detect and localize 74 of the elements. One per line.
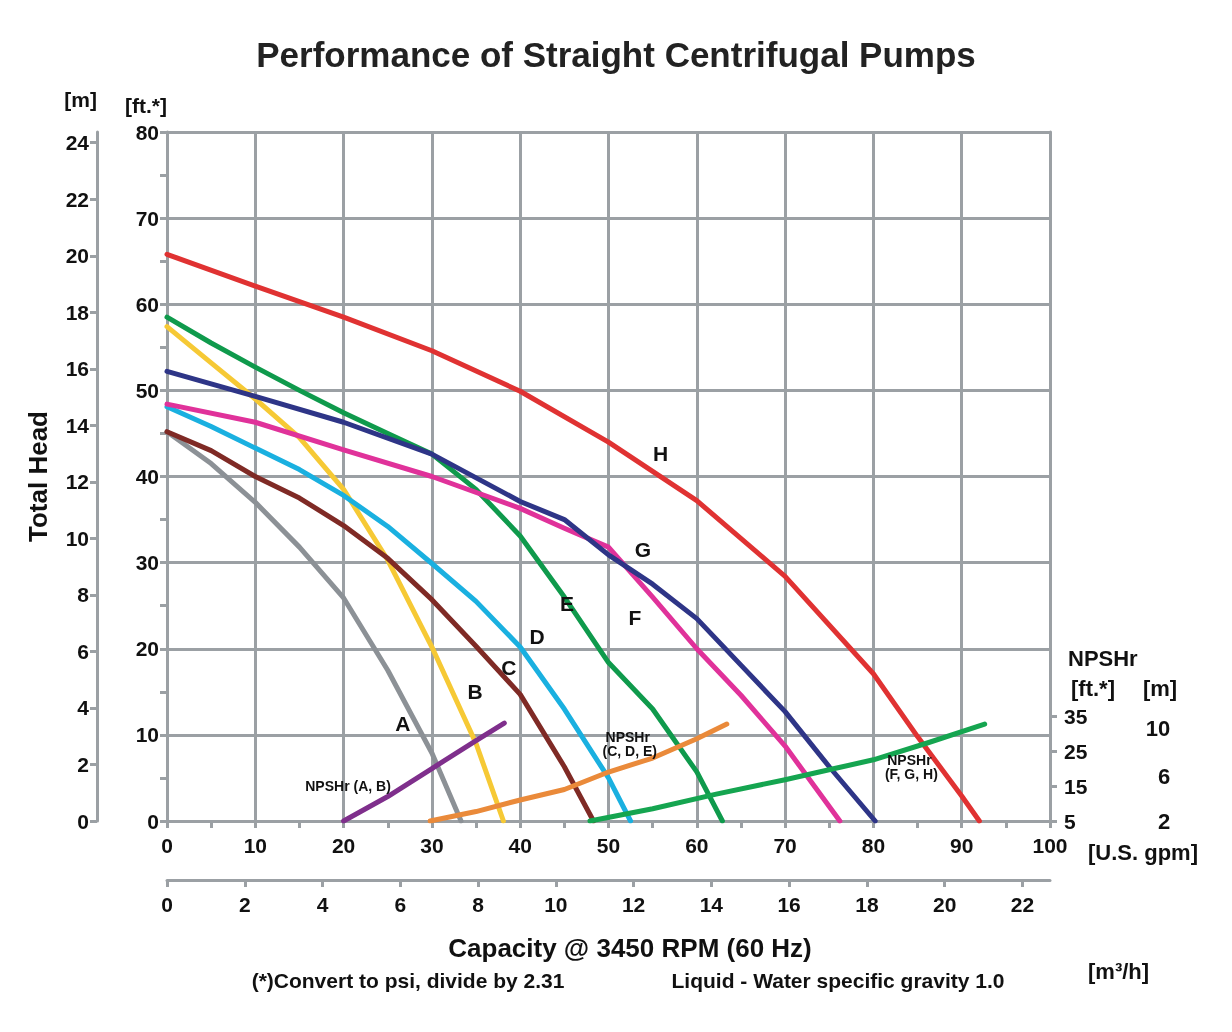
x2-tick-label: 14: [699, 893, 724, 916]
x2-tick-label: 20: [932, 893, 957, 916]
y-axis-title: [ft.*]: [125, 94, 167, 117]
text: Liquid - Water specific gravity 1.0: [671, 968, 1005, 992]
y3-axis-title: [ft.*]: [1071, 675, 1115, 701]
series-label: NPSHr (C, D, E): [602, 728, 657, 759]
y2-tick-label: 4: [77, 696, 90, 720]
y3-tick-label: 35: [1064, 704, 1088, 728]
x-tick-label: 90: [950, 834, 974, 857]
text: 2: [1157, 808, 1171, 834]
x2-tick-label: 10: [544, 893, 568, 916]
x2-tick-label: 16: [777, 893, 801, 916]
x2-tick-label: 0: [161, 893, 173, 916]
series-label: H: [653, 441, 669, 465]
text: (*)Convert to psi, divide by 2.31: [251, 968, 565, 992]
y2-tick-label: 2: [77, 752, 89, 776]
series-label: B: [467, 680, 483, 704]
y-tick-label: 30: [135, 551, 159, 575]
y-tick-label: 70: [135, 206, 159, 230]
x2-tick-label: 12: [621, 893, 646, 916]
y-tick-label: 60: [135, 292, 159, 316]
y3-tick-label: 5: [1064, 809, 1076, 833]
text: 10: [1145, 715, 1171, 741]
x2-tick-label: 22: [1010, 893, 1035, 916]
y-tick-label: 20: [135, 637, 159, 661]
text: NPSHr: [1068, 645, 1139, 671]
series-label: G: [634, 538, 652, 562]
y2-tick-label: 10: [65, 526, 89, 550]
text: Capacity @ 3450 RPM (60 Hz): [448, 933, 812, 963]
y-tick-label: 10: [135, 723, 159, 747]
y2-tick-label: 20: [65, 244, 89, 268]
series-label: A: [395, 712, 411, 736]
x-tick-label: 10: [243, 834, 267, 857]
y-tick-label: 40: [135, 465, 159, 488]
y-tick-label: 0: [147, 809, 159, 833]
y2-tick-label: 24: [65, 131, 90, 155]
text: [m]: [1142, 675, 1178, 701]
x-tick-label: 70: [773, 834, 797, 857]
x-tick-label: 30: [420, 834, 444, 857]
x-tick-label: 40: [508, 834, 532, 857]
series-label: NPSHr (A, B): [305, 777, 391, 794]
y-tick-label: 50: [135, 378, 159, 402]
x2-tick-label: 4: [316, 893, 329, 916]
x-tick-label: 60: [685, 834, 709, 857]
x2-tick-label: 6: [394, 893, 407, 916]
y3-tick-label: 25: [1064, 739, 1088, 763]
x2-tick-label: 2: [238, 893, 251, 916]
y3-tick-label: 15: [1064, 774, 1088, 798]
x-tick-label: 20: [331, 834, 356, 857]
series-label: F: [628, 605, 642, 629]
x2-tick-label: 18: [855, 893, 879, 916]
y2-axis-title: [m]: [64, 88, 97, 111]
y2-tick-label: 16: [65, 357, 89, 381]
series-label: NPSHr (F, G, H): [884, 752, 938, 783]
y2-tick-label: 12: [65, 470, 89, 494]
y2-tick-label: 22: [65, 187, 89, 211]
x2-axis-title: [m³/h]: [1088, 958, 1150, 984]
y2-tick-label: 6: [77, 639, 89, 663]
y2-tick-label: 18: [65, 300, 90, 324]
x-tick-label: 50: [596, 834, 621, 857]
x-tick-label: 80: [861, 834, 886, 857]
y2-tick-label: 0: [77, 809, 89, 833]
y-tick-label: 80: [135, 120, 159, 144]
series-label: C: [501, 656, 517, 680]
y2-tick-label: 14: [65, 413, 90, 437]
text: Total Head: [23, 411, 53, 542]
x-tick-label: 100: [1032, 834, 1068, 857]
x2-tick-label: 8: [472, 893, 485, 916]
text: 6: [1157, 763, 1171, 789]
x-tick-label: 0: [161, 834, 173, 857]
chart-title: Performance of Straight Centrifugal Pumps: [256, 35, 976, 74]
x-axis-title: [U.S. gpm]: [1088, 839, 1198, 865]
y2-tick-label: 8: [77, 583, 90, 607]
series-label: D: [529, 625, 545, 649]
